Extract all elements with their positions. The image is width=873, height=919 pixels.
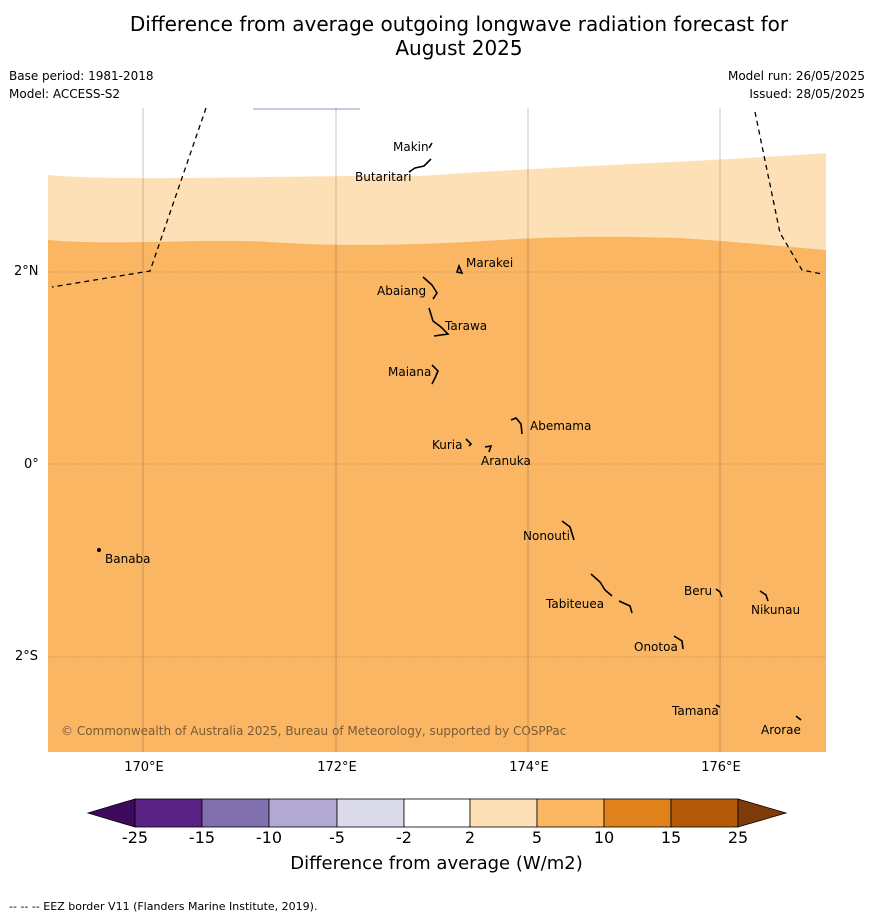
island-shape-onotoa [673,635,684,650]
gridlines [48,108,826,752]
eez-border-west [51,108,207,288]
island-shape-tarawa [428,307,450,337]
lat-label-0: 0° [24,457,39,472]
model-run: Model run: 26/05/2025 [727,69,865,83]
island-label-abaiang: Abaiang [377,284,426,298]
island-shape-banaba [96,547,102,553]
island-label-maiana: Maiana [388,365,431,379]
island-label-abemama: Abemama [530,419,591,433]
copyright-notice: © Commonwealth of Australia 2025, Bureau… [61,724,567,738]
colorbar-bin-1 [134,798,203,828]
island-label-marakei: Marakei [466,256,513,270]
island-label-tabiteuea: Tabiteuea [545,597,604,611]
island-label-beru: Beru [684,584,712,598]
colorbar [86,798,788,828]
island-shape-butaritari [408,158,432,173]
lon-label-172e: 172°E [317,760,357,775]
island-label-banaba: Banaba [105,552,151,566]
map-area: Makin Butaritari Marakei Abaiang Tarawa … [48,108,826,752]
island-shape-nonouti [561,520,575,541]
colorbar-tick: 10 [593,828,615,847]
meta-right: Model run: 26/05/2025 Issued: 28/05/2025 [728,67,865,103]
island-shape-kuria [465,438,473,447]
colorbar-tick: 5 [531,828,543,847]
island-shape-abemama [510,417,523,435]
island-label-tamana: Tamana [671,704,719,718]
model-name: Model: ACCESS-S2 [9,87,121,101]
island-label-butaritari: Butaritari [355,170,412,184]
island-shape-marakei [455,263,464,275]
eez-border-east [754,111,823,275]
eez-border [51,108,823,288]
colorbar-bin-7 [536,798,605,828]
island-shape-tamana [715,704,721,708]
colorbar-title: Difference from average (W/m2) [290,853,583,874]
island-label-nikunau: Nikunau [751,603,800,617]
island-label-makin: Makin [393,140,429,154]
colorbar-tick: -10 [255,828,283,847]
colorbar-bin-3 [268,798,338,828]
colorbar-tick: 2 [464,828,476,847]
eez-footnote: -- -- -- EEZ border V11 (Flanders Marine… [9,900,318,913]
base-period: Base period: 1981-2018 [9,69,154,83]
issued-date: Issued: 28/05/2025 [749,87,865,101]
colorbar-bin-5 [403,798,471,828]
colorbar-bin-4 [336,798,405,828]
island-label-kuria: Kuria [432,438,463,452]
island-shape-abaiang [422,276,438,300]
colorbar-tick: -25 [121,828,149,847]
lat-label-2s: 2°S [15,649,39,664]
colorbar-tick: -15 [188,828,216,847]
colorbar-bin-8 [603,798,672,828]
colorbar-extend-high [737,798,788,828]
colorbar-bin-2 [201,798,270,828]
island-shape-tabiteuea-south [618,600,633,614]
island-labels: Makin Butaritari Marakei Abaiang Tarawa … [105,140,801,737]
island-label-tarawa: Tarawa [444,319,487,333]
colorbar-tick: 25 [727,828,749,847]
island-shape-makin [428,142,433,149]
island-outlines [96,142,802,721]
meta-left: Base period: 1981-2018 Model: ACCESS-S2 [9,67,154,103]
lat-label-2n: 2°N [14,264,39,279]
chart-title: Difference from average outgoing longwav… [0,12,873,60]
colorbar-tick: -2 [396,828,412,847]
island-shape-maiana [431,364,439,385]
colorbar-extend-low [86,798,136,828]
title-line-1: Difference from average outgoing longwav… [129,12,789,36]
colorbar-bin-9 [670,798,739,828]
island-label-aranuka: Aranuka [481,454,531,468]
island-shape-aranuka [484,444,493,453]
colorbar-tick: -5 [329,828,345,847]
island-shape-beru [715,588,723,598]
island-shape-arorae [795,715,802,721]
island-shape-nikunau [759,590,769,602]
colorbar-tick: 15 [660,828,682,847]
lon-label-176e: 176°E [701,760,741,775]
island-label-onotoa: Onotoa [634,640,678,654]
lon-label-170e: 170°E [124,760,164,775]
island-label-nonouti: Nonouti [523,529,570,543]
title-line-2: August 2025 [395,36,523,60]
lon-label-174e: 174°E [509,760,549,775]
island-shape-tabiteuea-north [590,573,613,597]
island-label-arorae: Arorae [761,723,801,737]
region-5-to-10 [48,236,826,752]
colorbar-bin-6 [469,798,538,828]
